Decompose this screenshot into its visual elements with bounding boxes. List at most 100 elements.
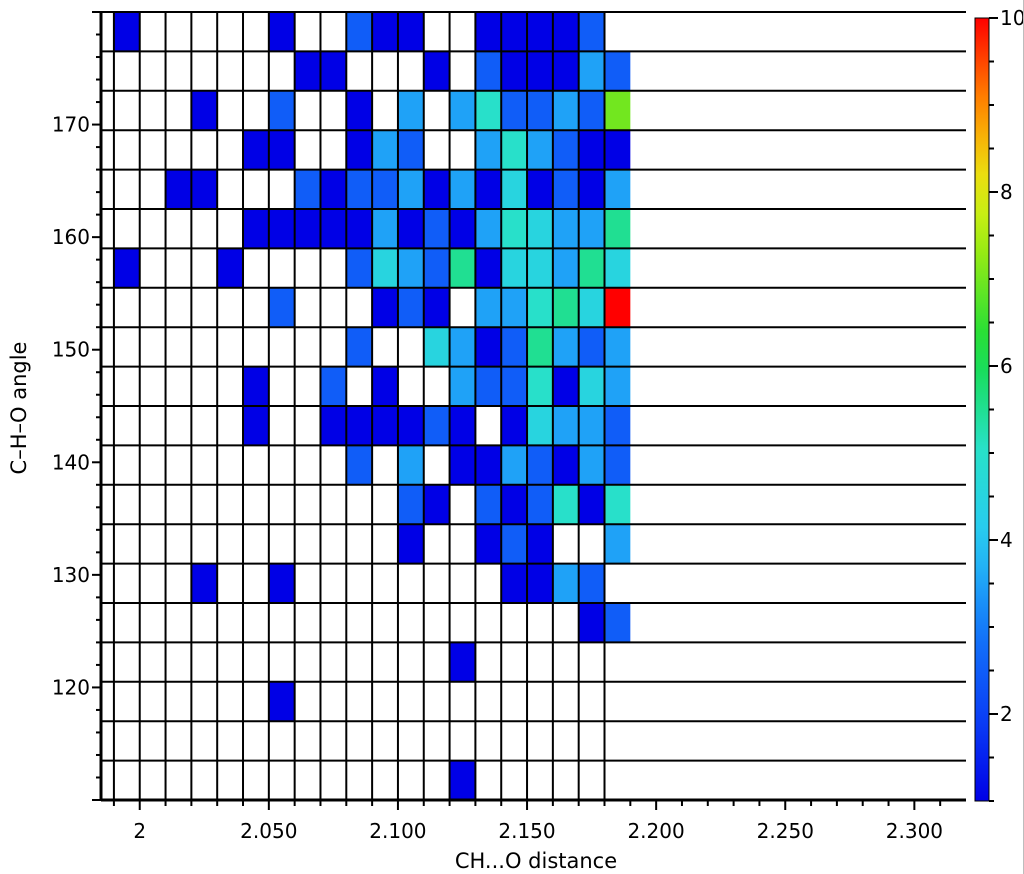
- heatmap-cell: [372, 12, 398, 52]
- heatmap-cell: [113, 681, 140, 722]
- heatmap-cell: [346, 445, 373, 485]
- heatmap-cell: [165, 130, 192, 170]
- heatmap-cell: [527, 406, 553, 446]
- heatmap-cell: [527, 209, 553, 249]
- heatmap-cell: [165, 760, 192, 800]
- heatmap-cell: [113, 484, 140, 525]
- heatmap-cell: [243, 209, 269, 249]
- heatmap-cell: [294, 169, 321, 209]
- heatmap-cell: [397, 248, 424, 288]
- heatmap-cell: [449, 169, 476, 209]
- heatmap-cell: [113, 130, 140, 170]
- heatmap-cell: [346, 327, 373, 367]
- heatmap-cell: [423, 603, 450, 643]
- heatmap-cell: [243, 366, 269, 406]
- heatmap-cell: [191, 603, 218, 643]
- heatmap-cell: [501, 130, 528, 170]
- heatmap-cell: [243, 721, 269, 761]
- heatmap-cell: [139, 721, 166, 761]
- heatmap-cell: [268, 51, 295, 91]
- heatmap-cell: [113, 248, 140, 288]
- heatmap-cell: [604, 760, 631, 800]
- colorbar-tick-label: 10: [1000, 6, 1023, 30]
- heatmap-cell: [552, 51, 579, 91]
- heatmap-cell: [501, 169, 528, 209]
- heatmap-cell: [268, 248, 295, 288]
- heatmap-cell: [449, 12, 476, 52]
- heatmap-cell: [113, 524, 140, 564]
- heatmap-cell: [449, 445, 476, 485]
- heatmap-cell: [320, 721, 347, 761]
- heatmap-cell: [268, 327, 295, 367]
- x-tick-label: 2.200: [627, 819, 684, 843]
- heatmap-cell: [139, 12, 166, 52]
- heatmap-cell: [191, 563, 218, 603]
- heatmap-cell: [372, 484, 398, 525]
- heatmap-cell: [397, 406, 424, 446]
- heatmap-cell: [552, 603, 579, 643]
- heatmap-cell: [268, 524, 295, 564]
- x-tick-label: 2.100: [369, 819, 426, 843]
- heatmap-cell: [191, 681, 218, 722]
- heatmap-cells: [113, 12, 631, 800]
- heatmap-cell: [449, 130, 476, 170]
- heatmap-cell: [268, 12, 295, 52]
- heatmap-cell: [139, 760, 166, 800]
- heatmap-cell: [449, 563, 476, 603]
- heatmap-cell: [346, 366, 373, 406]
- heatmap-cell: [578, 12, 605, 52]
- axes: 120 130 140 150 160 170 2 2.050 2.100 2.150 2.200 2…: [52, 11, 966, 843]
- heatmap-cell: [113, 327, 140, 367]
- y-tick-label: 130: [52, 563, 90, 587]
- heatmap-cell: [372, 563, 398, 603]
- heatmap-cell: [552, 721, 579, 761]
- heatmap-cell: [139, 406, 166, 446]
- heatmap-cell: [113, 287, 140, 328]
- heatmap-cell: [294, 563, 321, 603]
- heatmap-cell: [372, 721, 398, 761]
- heatmap-cell: [346, 287, 373, 328]
- heatmap-cell: [139, 603, 166, 643]
- heatmap-cell: [604, 327, 631, 367]
- heatmap-cell: [320, 327, 347, 367]
- heatmap-cell: [527, 642, 553, 682]
- colorbar-tick-label: 8: [1000, 180, 1013, 204]
- heatmap-cell: [449, 484, 476, 525]
- heatmap-cell: [139, 366, 166, 406]
- heatmap-cell: [217, 209, 244, 249]
- heatmap-cell: [320, 760, 347, 800]
- heatmap-cell: [475, 366, 502, 406]
- heatmap-cell: [604, 524, 631, 564]
- heatmap-cell: [501, 248, 528, 288]
- heatmap-cell: [527, 327, 553, 367]
- heatmap-cell: [217, 603, 244, 643]
- heatmap-cell: [243, 484, 269, 525]
- heatmap-cell: [294, 760, 321, 800]
- heatmap-cell: [268, 366, 295, 406]
- colorbar-tick-label: 4: [1000, 528, 1013, 552]
- colorbar-tick-label: 6: [1000, 354, 1013, 378]
- heatmap-cell: [268, 563, 295, 603]
- heatmap-cell: [449, 524, 476, 564]
- heatmap-cell: [346, 681, 373, 722]
- heatmap-cell: [320, 406, 347, 446]
- grid-lines: [101, 11, 966, 801]
- heatmap-cell: [397, 484, 424, 525]
- heatmap-cell: [449, 366, 476, 406]
- heatmap-cell: [294, 209, 321, 249]
- heatmap-cell: [165, 603, 192, 643]
- heatmap-cell: [423, 12, 450, 52]
- heatmap-cell: [113, 721, 140, 761]
- x-tick-label: 2.300: [886, 819, 943, 843]
- heatmap-cell: [191, 445, 218, 485]
- heatmap-cell: [294, 248, 321, 288]
- heatmap-cell: [423, 484, 450, 525]
- heatmap-cell: [320, 90, 347, 131]
- heatmap-cell: [346, 90, 373, 131]
- heatmap-cell: [139, 130, 166, 170]
- heatmap-cell: [217, 169, 244, 209]
- heatmap-cell: [604, 563, 631, 603]
- heatmap-cell: [397, 445, 424, 485]
- heatmap-cell: [372, 681, 398, 722]
- heatmap-cell: [294, 90, 321, 131]
